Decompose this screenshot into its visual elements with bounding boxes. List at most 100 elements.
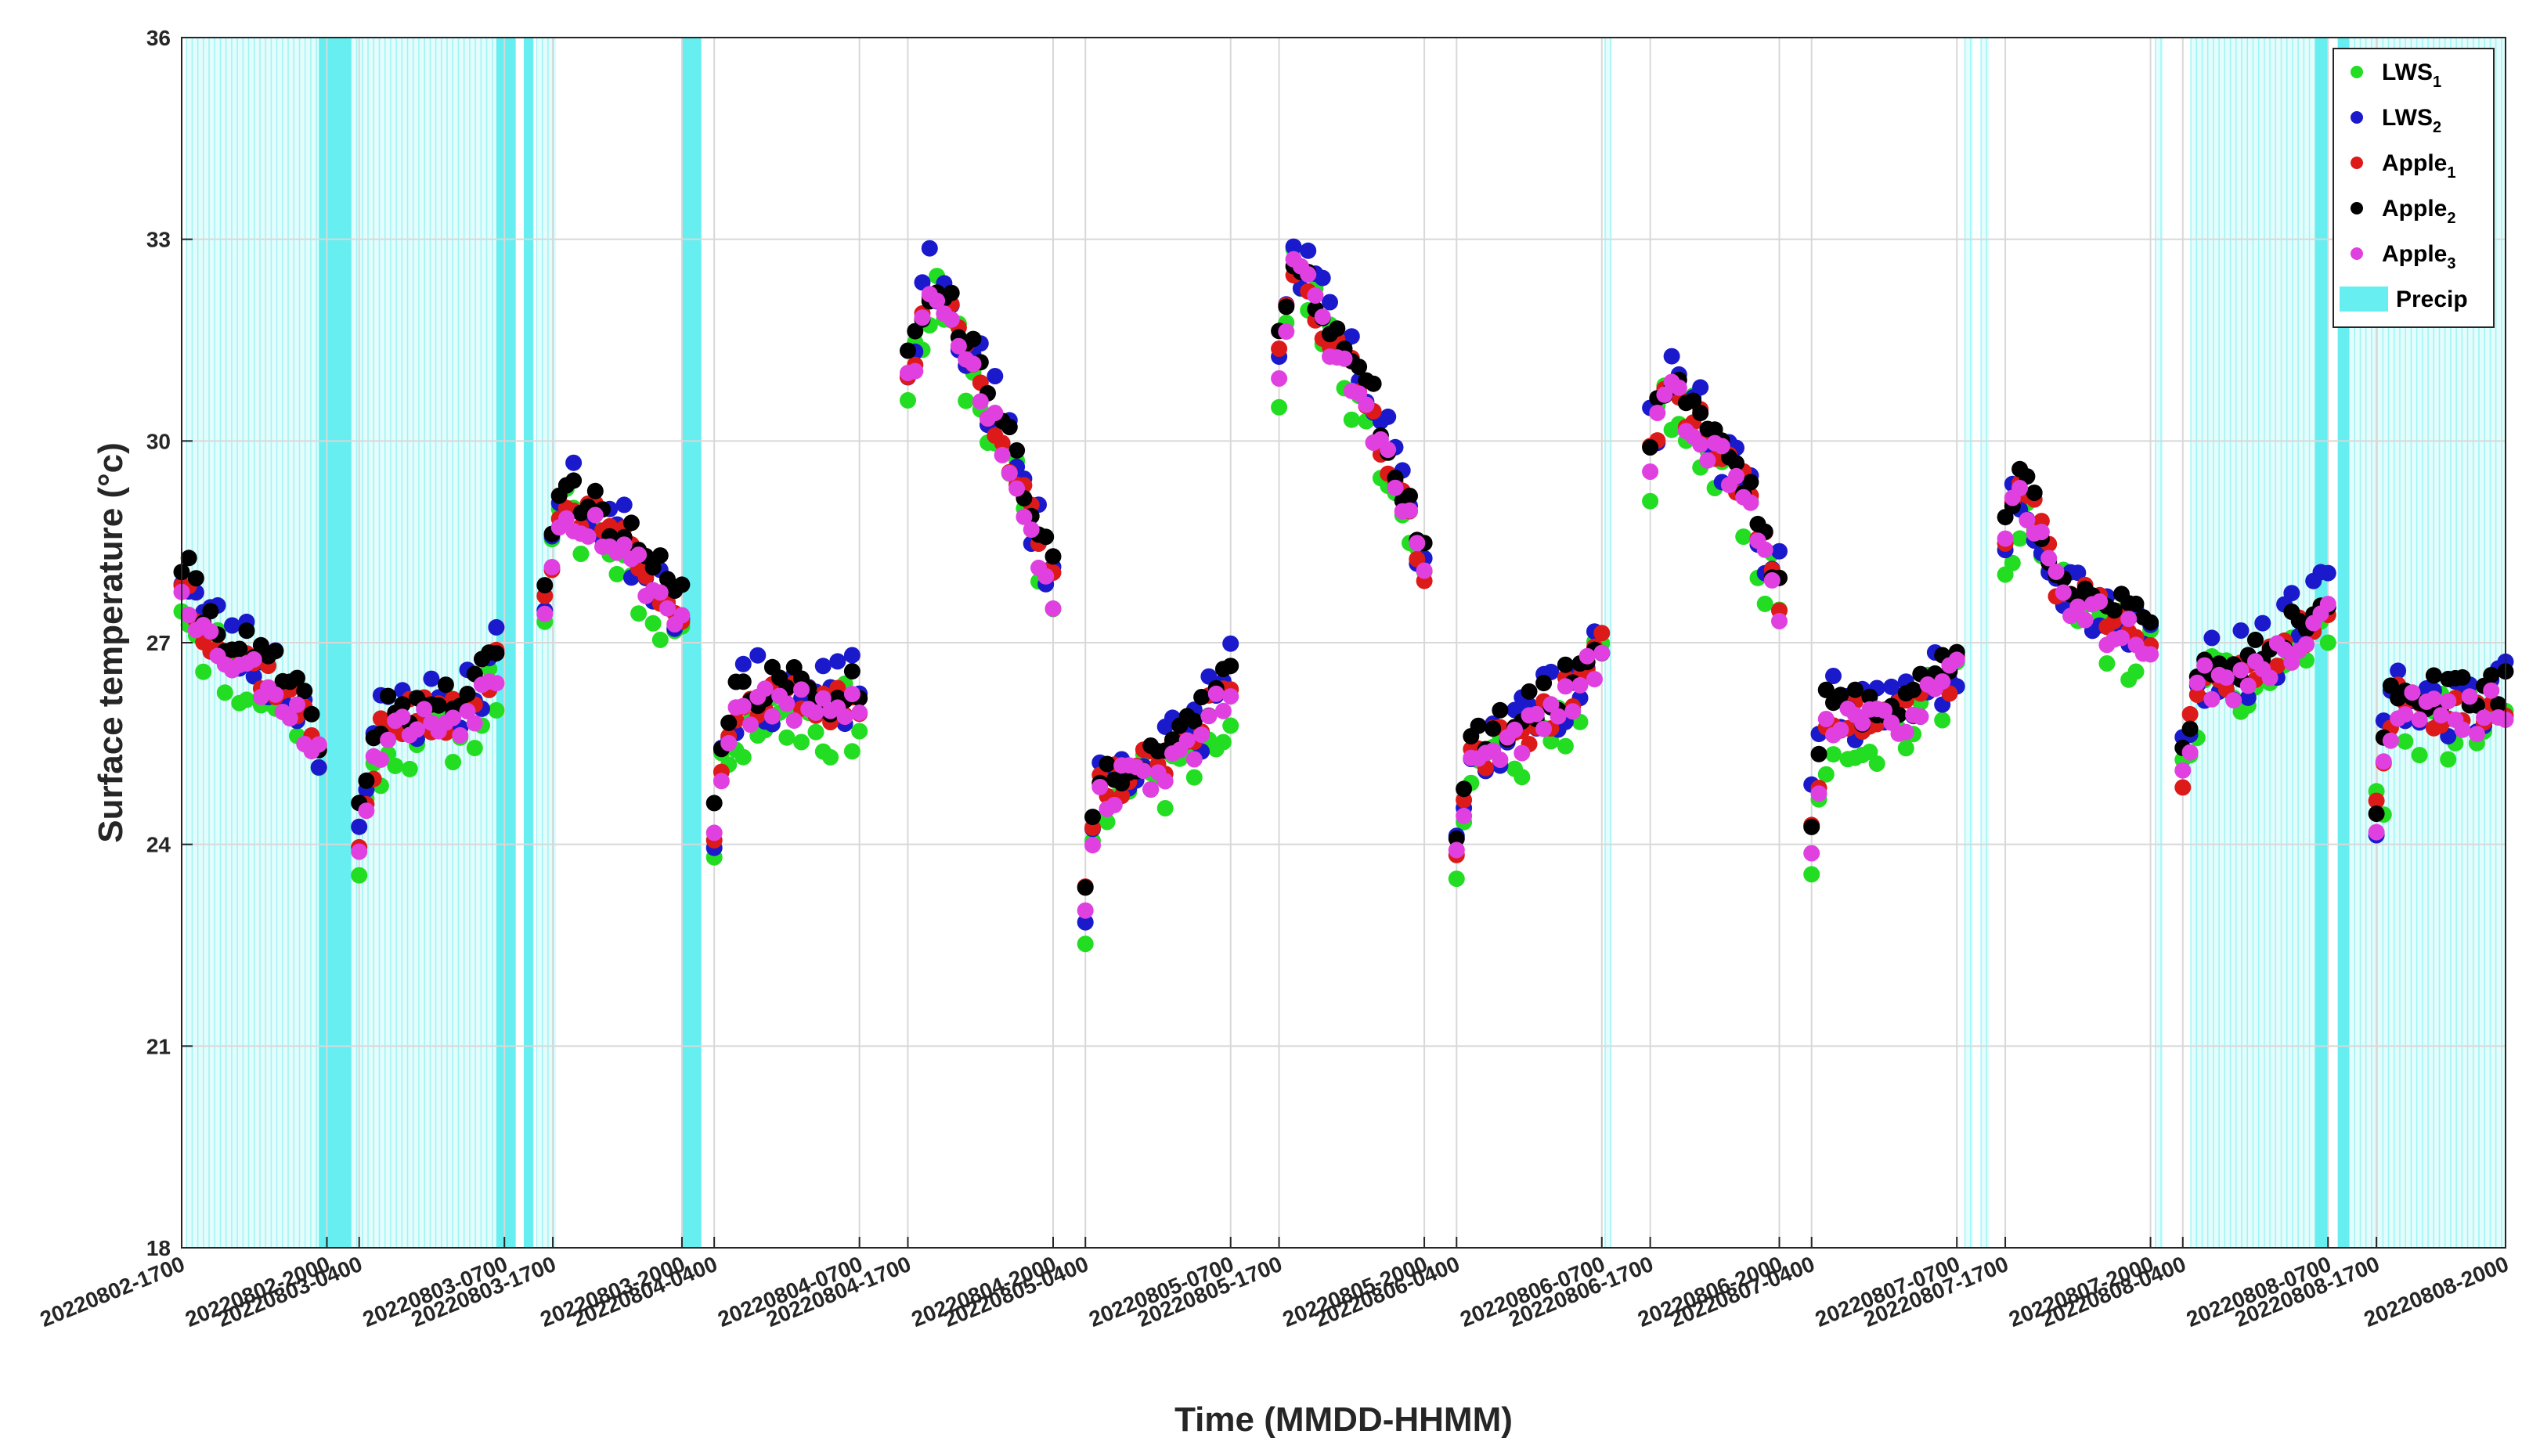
- point-Apple2: [1185, 712, 1203, 730]
- point-Apple3: [734, 697, 752, 715]
- point-Apple3: [1649, 405, 1666, 421]
- point-Apple2: [1742, 474, 1759, 491]
- point-LWS2: [814, 658, 832, 675]
- point-Apple2: [1817, 681, 1835, 698]
- point-LWS1: [445, 754, 462, 770]
- point-Apple2: [1222, 658, 1239, 675]
- point-LWS1: [1156, 800, 1174, 816]
- point-Apple3: [1571, 676, 1589, 694]
- point-LWS1: [238, 691, 255, 708]
- point-Apple2: [943, 284, 960, 301]
- point-Apple3: [1142, 780, 1160, 798]
- point-LWS2: [2254, 614, 2271, 632]
- point-Apple3: [1817, 711, 1835, 727]
- point-Apple2: [2425, 667, 2442, 684]
- point-LWS2: [423, 670, 440, 687]
- point-LWS1: [608, 565, 626, 582]
- point-Apple3: [1016, 508, 1033, 525]
- point-Apple3: [1492, 751, 1509, 768]
- point-Apple2: [430, 697, 447, 714]
- point-Apple3: [1670, 379, 1687, 396]
- point-Apple3: [380, 731, 397, 748]
- point-Apple3: [1380, 441, 1397, 459]
- point-LWS1: [1825, 746, 1842, 763]
- point-LWS2: [2232, 622, 2250, 639]
- point-Apple3: [1912, 708, 1929, 725]
- point-Apple2: [296, 683, 313, 700]
- point-LWS1: [1099, 813, 1116, 831]
- point-Apple2: [1099, 755, 1116, 773]
- point-LWS2: [245, 668, 262, 685]
- point-Apple2: [1485, 720, 1502, 737]
- point-Apple2: [900, 342, 916, 359]
- point-Apple3: [2375, 753, 2392, 770]
- legend-marker-Apple2: [2351, 202, 2363, 214]
- point-Apple3: [763, 708, 781, 725]
- point-Apple3: [1713, 438, 1730, 455]
- point-Apple2: [459, 686, 476, 702]
- point-Apple2: [622, 514, 640, 532]
- point-Apple2: [1084, 809, 1101, 826]
- point-Apple3: [2076, 611, 2094, 629]
- point-Apple3: [2203, 690, 2221, 708]
- point-Apple3: [1314, 308, 1331, 326]
- point-Apple3: [1948, 651, 1965, 669]
- point-Apple3: [1897, 723, 1914, 741]
- point-Apple2: [1685, 392, 1702, 409]
- point-Apple1: [2174, 779, 2192, 796]
- point-Apple3: [851, 704, 868, 721]
- x-axis-ticks: 20220802-170020220802-200020220803-04002…: [37, 1237, 2512, 1332]
- y-tick-label: 18: [146, 1236, 171, 1260]
- point-Apple3: [994, 446, 1011, 463]
- point-LWS2: [1222, 635, 1239, 652]
- point-Apple3: [1642, 463, 1659, 480]
- point-LWS2: [914, 274, 931, 291]
- point-Apple2: [1037, 528, 1055, 546]
- point-LWS1: [216, 684, 233, 701]
- point-Apple2: [2105, 602, 2123, 619]
- point-Apple2: [2181, 720, 2199, 737]
- point-Apple2: [1492, 701, 1509, 719]
- point-LWS2: [2203, 629, 2221, 647]
- point-Apple3: [1271, 370, 1288, 387]
- point-Apple3: [394, 708, 411, 726]
- point-Apple3: [1586, 671, 1603, 688]
- point-Apple3: [2239, 677, 2257, 694]
- y-tick-label: 33: [146, 228, 171, 252]
- point-Apple3: [2454, 721, 2471, 738]
- point-LWS1: [2411, 747, 2428, 764]
- point-Apple3: [1207, 685, 1225, 702]
- point-Apple3: [1185, 751, 1203, 768]
- point-Apple3: [536, 605, 554, 622]
- point-LWS1: [1557, 737, 1574, 755]
- point-Apple3: [202, 623, 219, 640]
- point-LWS2: [1285, 238, 1302, 255]
- point-LWS2: [2390, 662, 2407, 679]
- point-Apple3: [245, 651, 262, 668]
- point-Apple3: [459, 703, 476, 719]
- point-LWS1: [1868, 755, 1885, 772]
- point-LWS1: [2440, 751, 2457, 768]
- point-Apple3: [651, 584, 669, 601]
- point-Apple3: [1300, 266, 1317, 283]
- point-LWS2: [310, 759, 327, 776]
- legend-marker-Apple1: [2351, 157, 2363, 169]
- point-Apple3: [1699, 452, 1716, 469]
- point-Apple3: [1091, 778, 1109, 795]
- point-Apple2: [1642, 439, 1659, 456]
- point-Apple3: [2425, 690, 2442, 708]
- point-Apple3: [807, 704, 824, 721]
- point-Apple3: [289, 696, 305, 713]
- point-Apple3: [2091, 593, 2109, 610]
- point-Apple3: [2433, 707, 2450, 724]
- point-Apple1: [1593, 625, 1611, 642]
- point-Apple2: [1832, 687, 1849, 704]
- point-Apple3: [1506, 721, 1523, 738]
- point-Apple3: [720, 734, 738, 751]
- point-Apple2: [705, 795, 723, 812]
- point-LWS2: [1663, 348, 1680, 365]
- point-Apple2: [2026, 485, 2043, 501]
- point-Apple3: [1742, 494, 1759, 511]
- point-Apple3: [2055, 584, 2072, 601]
